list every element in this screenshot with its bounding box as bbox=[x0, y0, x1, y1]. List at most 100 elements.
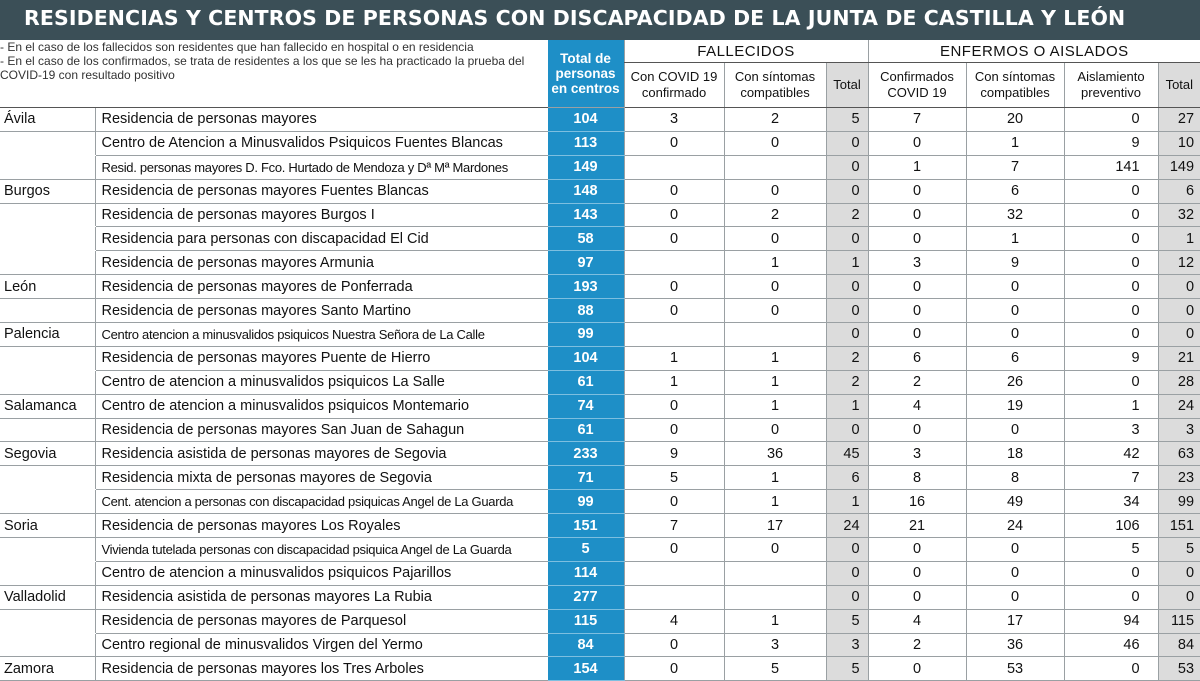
enfermos-aislamiento: 46 bbox=[1063, 633, 1159, 658]
table-row: León Residencia de personas mayores de Po… bbox=[0, 274, 1200, 300]
fallecidos-covid: 1 bbox=[623, 370, 725, 395]
enfermos-total: 99 bbox=[1157, 489, 1200, 515]
fallecidos-covid bbox=[623, 585, 725, 610]
enfermos-confirmados: 16 bbox=[867, 489, 967, 515]
enfermos-confirmados: 3 bbox=[867, 250, 967, 276]
enfermos-total: 28 bbox=[1157, 370, 1200, 395]
enfermos-total: 1 bbox=[1157, 226, 1200, 252]
fallecidos-total: 5 bbox=[825, 656, 869, 681]
province-cell bbox=[0, 250, 95, 276]
enfermos-aislamiento: 94 bbox=[1063, 609, 1159, 634]
centre-name: Centro de atencion a minusvalidos psiqui… bbox=[94, 370, 548, 395]
table-row: Resid. personas mayores D. Fco. Hurtado … bbox=[0, 155, 1200, 180]
enfermos-total: 6 bbox=[1157, 179, 1200, 204]
enfermos-confirmados: 7 bbox=[867, 107, 967, 132]
fallecidos-total: 45 bbox=[825, 441, 869, 467]
table-row: Centro regional de minusvalidos Virgen d… bbox=[0, 633, 1200, 658]
province-cell bbox=[0, 155, 95, 180]
province-cell bbox=[0, 609, 95, 633]
enfermos-total: 0 bbox=[1157, 585, 1200, 610]
total-personas: 193 bbox=[546, 274, 625, 300]
enfermos-sintomas: 20 bbox=[965, 107, 1065, 132]
header-f-total: Total bbox=[825, 62, 869, 108]
centre-name: Residencia de personas mayores Fuentes B… bbox=[94, 179, 548, 204]
enfermos-confirmados: 4 bbox=[867, 609, 967, 634]
total-personas: 99 bbox=[546, 489, 625, 515]
fallecidos-sintomas bbox=[723, 155, 827, 180]
enfermos-sintomas: 6 bbox=[965, 179, 1065, 204]
fallecidos-covid: 5 bbox=[623, 465, 725, 491]
fallecidos-covid: 0 bbox=[623, 394, 725, 419]
province-cell: León bbox=[0, 274, 95, 300]
fallecidos-covid: 0 bbox=[623, 131, 725, 156]
enfermos-total: 149 bbox=[1157, 155, 1200, 180]
table-row: Soria Residencia de personas mayores Los … bbox=[0, 513, 1200, 539]
table-row: Residencia de personas mayores Santo Mar… bbox=[0, 298, 1200, 324]
table-row: Residencia para personas con discapacida… bbox=[0, 226, 1200, 252]
total-personas: 115 bbox=[546, 609, 625, 634]
table-row: Centro de Atencion a Minusvalidos Psiqui… bbox=[0, 131, 1200, 156]
enfermos-aislamiento: 1 bbox=[1063, 394, 1159, 419]
enfermos-aislamiento: 5 bbox=[1063, 537, 1159, 562]
total-personas: 5 bbox=[546, 537, 625, 562]
table-row: Residencia de personas mayores San Juan … bbox=[0, 418, 1200, 443]
enfermos-aislamiento: 3 bbox=[1063, 418, 1159, 443]
total-personas: 71 bbox=[546, 465, 625, 491]
table-row: Residencia de personas mayores Armunia 97… bbox=[0, 250, 1200, 276]
fallecidos-covid: 0 bbox=[623, 656, 725, 681]
table-row: Residencia mixta de personas mayores de … bbox=[0, 465, 1200, 491]
fallecidos-covid: 9 bbox=[623, 441, 725, 467]
fallecidos-sintomas bbox=[723, 561, 827, 586]
fallecidos-covid bbox=[623, 250, 725, 276]
centre-name: Centro regional de minusvalidos Virgen d… bbox=[94, 633, 548, 658]
total-personas: 104 bbox=[546, 346, 625, 371]
enfermos-confirmados: 2 bbox=[867, 633, 967, 658]
enfermos-total: 115 bbox=[1157, 609, 1200, 634]
total-personas: 154 bbox=[546, 656, 625, 681]
enfermos-aislamiento: 34 bbox=[1063, 489, 1159, 515]
province-cell bbox=[0, 203, 95, 227]
fallecidos-covid bbox=[623, 322, 725, 347]
note-fallecidos: - En el caso de los fallecidos son resid… bbox=[0, 40, 474, 54]
table-row: Zamora Residencia de personas mayores los… bbox=[0, 656, 1200, 681]
centre-name: Residencia asistida de personas mayores … bbox=[94, 585, 548, 610]
enfermos-confirmados: 0 bbox=[867, 298, 967, 324]
residences-table: - En el caso de los fallecidos son resid… bbox=[0, 40, 1200, 681]
enfermos-total: 84 bbox=[1157, 633, 1200, 658]
enfermos-confirmados: 0 bbox=[867, 561, 967, 586]
fallecidos-sintomas: 0 bbox=[723, 298, 827, 324]
fallecidos-covid: 0 bbox=[623, 298, 725, 324]
fallecidos-total: 0 bbox=[825, 298, 869, 324]
total-personas: 151 bbox=[546, 513, 625, 539]
total-personas: 277 bbox=[546, 585, 625, 610]
province-cell bbox=[0, 298, 95, 324]
enfermos-total: 21 bbox=[1157, 346, 1200, 371]
fallecidos-sintomas: 1 bbox=[723, 346, 827, 371]
centre-name: Residencia de personas mayores San Juan … bbox=[94, 418, 548, 443]
total-personas: 84 bbox=[546, 633, 625, 658]
centre-name: Cent. atencion a personas con discapacid… bbox=[94, 489, 548, 515]
enfermos-aislamiento: 141 bbox=[1063, 155, 1159, 180]
enfermos-sintomas: 0 bbox=[965, 585, 1065, 610]
province-cell bbox=[0, 561, 95, 586]
centre-name: Residencia de personas mayores Armunia bbox=[94, 250, 548, 276]
fallecidos-total: 0 bbox=[825, 561, 869, 586]
enfermos-total: 63 bbox=[1157, 441, 1200, 467]
centre-name: Residencia de personas mayores bbox=[94, 107, 548, 132]
header-e-sintomas: Con síntomas compatibles bbox=[965, 62, 1065, 108]
total-personas: 104 bbox=[546, 107, 625, 132]
fallecidos-covid: 0 bbox=[623, 203, 725, 228]
enfermos-confirmados: 1 bbox=[867, 155, 967, 180]
enfermos-total: 0 bbox=[1157, 274, 1200, 300]
notes: - En el caso de los fallecidos son resid… bbox=[0, 40, 548, 108]
fallecidos-sintomas: 1 bbox=[723, 465, 827, 491]
fallecidos-total: 3 bbox=[825, 633, 869, 658]
enfermos-confirmados: 0 bbox=[867, 656, 967, 681]
enfermos-aislamiento: 0 bbox=[1063, 561, 1159, 586]
enfermos-confirmados: 0 bbox=[867, 226, 967, 252]
fallecidos-sintomas: 2 bbox=[723, 107, 827, 132]
page-title: RESIDENCIAS Y CENTROS DE PERSONAS CON DI… bbox=[24, 6, 1126, 30]
province-cell bbox=[0, 370, 95, 395]
enfermos-total: 0 bbox=[1157, 322, 1200, 347]
fallecidos-total: 6 bbox=[825, 465, 869, 491]
